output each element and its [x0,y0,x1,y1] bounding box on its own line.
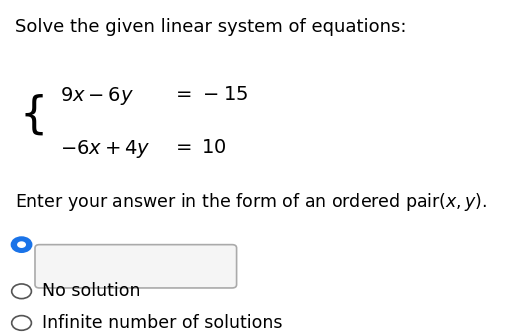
Text: Enter your answer in the form of an ordered pair$(x, y).$: Enter your answer in the form of an orde… [15,191,487,213]
Text: $-6x + 4y$: $-6x + 4y$ [60,138,150,160]
Text: {: { [19,93,47,136]
Text: $= \,-15$: $= \,-15$ [172,85,248,104]
Circle shape [12,237,32,252]
Circle shape [12,316,32,330]
Text: $9x - 6y$: $9x - 6y$ [60,85,134,107]
Circle shape [12,284,32,299]
Circle shape [17,241,26,248]
Text: Solve the given linear system of equations:: Solve the given linear system of equatio… [15,18,406,36]
FancyBboxPatch shape [35,245,237,288]
Text: No solution: No solution [42,282,140,300]
Text: $= \;10$: $= \;10$ [172,138,226,157]
Text: Infinite number of solutions: Infinite number of solutions [42,314,282,332]
